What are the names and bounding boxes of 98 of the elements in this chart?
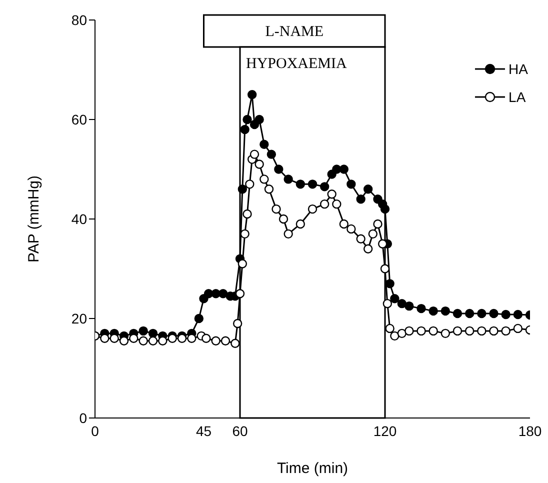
point [320, 182, 330, 192]
point [264, 184, 274, 194]
point [119, 336, 129, 346]
point [452, 308, 462, 318]
point [284, 174, 293, 184]
point [390, 331, 400, 341]
point [138, 326, 148, 336]
point [339, 164, 349, 174]
point [278, 214, 288, 224]
y-tick-label: 40 [71, 210, 88, 227]
point [320, 199, 330, 209]
x-tick-label: 0 [91, 422, 100, 439]
point [148, 336, 158, 346]
y-tick-label: 80 [71, 12, 88, 28]
point [363, 244, 373, 254]
point [385, 324, 394, 334]
point [452, 326, 462, 336]
point [220, 336, 230, 346]
point [382, 298, 392, 308]
point [404, 326, 414, 336]
point [238, 259, 248, 268]
point [250, 150, 260, 159]
point [501, 310, 510, 320]
point [240, 229, 250, 239]
point [238, 184, 248, 194]
point [194, 314, 204, 324]
point [368, 229, 378, 239]
point [513, 324, 523, 334]
point [308, 204, 318, 214]
point [390, 294, 400, 304]
point [148, 328, 158, 338]
point [296, 219, 306, 229]
point [339, 219, 349, 229]
point [242, 114, 252, 124]
point [440, 306, 450, 316]
band-label: HYPOXAEMIA [246, 56, 347, 72]
point [260, 140, 269, 149]
point [177, 334, 187, 343]
point [477, 308, 486, 318]
point [235, 289, 245, 298]
point [204, 289, 214, 298]
point [327, 190, 336, 199]
point [513, 310, 523, 320]
x-tick-label: 45 [196, 422, 212, 439]
point [346, 224, 356, 234]
point [332, 199, 342, 209]
point [428, 326, 438, 336]
point [240, 124, 250, 134]
point [346, 180, 356, 189]
point [404, 301, 414, 311]
point [254, 160, 264, 169]
point [464, 308, 474, 318]
point [202, 334, 211, 343]
point [138, 336, 148, 346]
band-label: L-NAME [265, 24, 324, 40]
point [416, 326, 426, 336]
point [230, 338, 240, 348]
point [356, 194, 366, 204]
point [218, 289, 228, 298]
y-axis-title: PAP (mmHg) [25, 176, 42, 262]
x-axis-title: Time (min) [276, 460, 348, 477]
y-tick-label: 0 [79, 410, 88, 426]
point [373, 219, 382, 229]
point [397, 298, 407, 308]
y-tick-label: 60 [71, 111, 88, 128]
legend-label: HA [508, 61, 528, 77]
point [274, 164, 284, 174]
point [489, 326, 498, 336]
point [242, 209, 252, 219]
point [416, 304, 426, 314]
point [260, 174, 269, 184]
point [440, 328, 450, 338]
point [428, 306, 438, 316]
point [501, 326, 510, 336]
point [247, 90, 257, 100]
point [356, 234, 366, 244]
legend-label: LA [508, 89, 526, 105]
point [380, 264, 390, 274]
point [211, 336, 220, 346]
x-tick-label: 180 [518, 422, 542, 439]
y-tick-label: 20 [71, 310, 88, 326]
point [272, 204, 281, 214]
point [284, 229, 293, 239]
x-tick-label: 60 [232, 422, 248, 439]
point [296, 180, 306, 189]
point [363, 184, 373, 194]
point [254, 114, 264, 124]
point [380, 204, 390, 214]
point [308, 180, 318, 189]
point [489, 308, 498, 318]
point [232, 318, 242, 328]
point [266, 150, 276, 159]
point [477, 326, 486, 336]
point [378, 239, 388, 248]
point [464, 326, 474, 336]
point [397, 328, 407, 338]
point [245, 180, 254, 189]
x-tick-label: 120 [373, 422, 397, 439]
